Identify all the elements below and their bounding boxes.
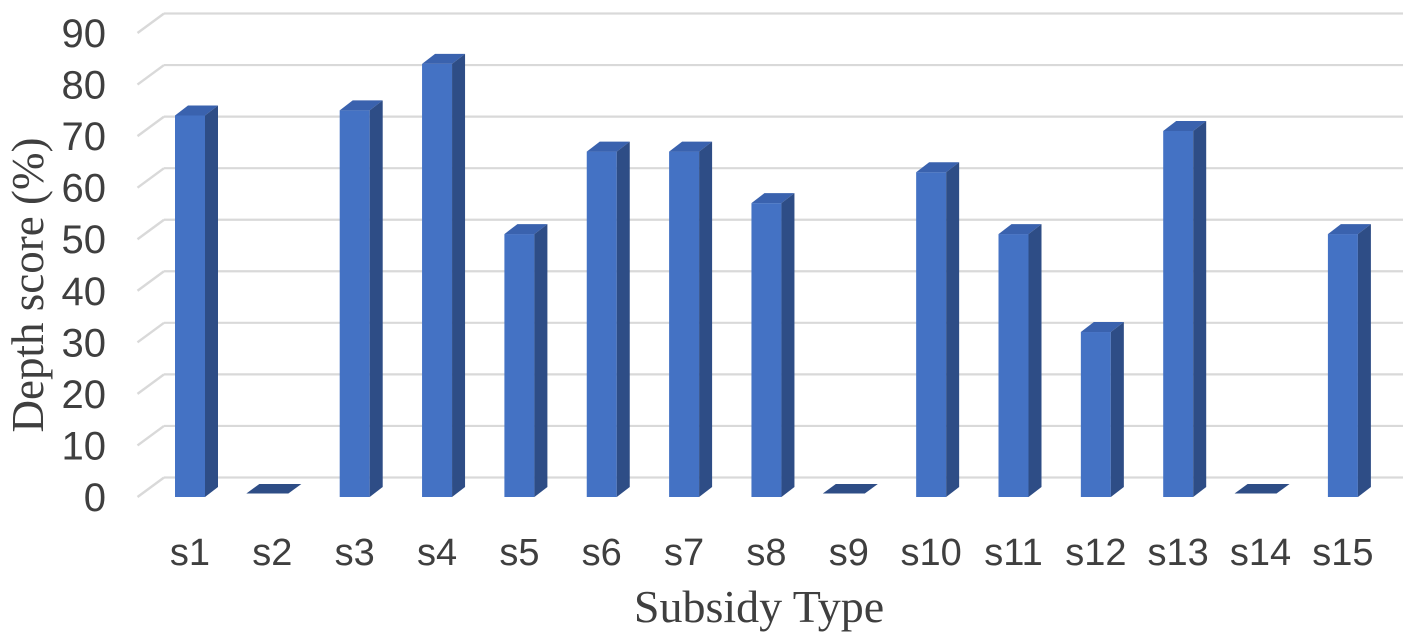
- bar-top-face-s3: [339, 100, 383, 111]
- x-category-label-s14: s14: [1230, 532, 1291, 574]
- bar-s12: [1080, 332, 1111, 497]
- bar-s10: [916, 172, 947, 497]
- bar-side-face-s7: [699, 141, 713, 498]
- tick-diagonal-80: [136, 64, 165, 86]
- y-tick-label-80: 80: [62, 64, 107, 108]
- bar-s3: [339, 110, 370, 497]
- bar-side-face-s4: [452, 53, 466, 497]
- x-category-label-s15: s15: [1312, 532, 1373, 574]
- x-category-label-s8: s8: [746, 532, 786, 574]
- tick-diagonal-10: [136, 424, 165, 447]
- bar-side-face-s10: [946, 162, 960, 497]
- bar-side-face-s12: [1110, 322, 1124, 497]
- tick-diagonal-90: [136, 12, 165, 34]
- bar-top-face-s4: [422, 53, 466, 64]
- y-tick-label-70: 70: [62, 115, 107, 159]
- bar-top-face-s10: [916, 162, 960, 173]
- bar-top-face-s15: [1327, 224, 1371, 235]
- y-tick-label-60: 60: [62, 167, 107, 211]
- y-tick-label-40: 40: [62, 270, 107, 314]
- bar-s15: [1327, 234, 1358, 498]
- bar-top-face-s6: [586, 141, 630, 152]
- x-axis-title: Subsidy Type: [633, 581, 885, 632]
- x-category-label-s6: s6: [582, 532, 622, 574]
- x-category-label-s4: s4: [417, 532, 457, 574]
- x-category-label-s5: s5: [499, 532, 539, 574]
- x-category-label-s1: s1: [170, 532, 210, 574]
- y-tick-label-50: 50: [62, 218, 107, 262]
- bar-s4: [422, 63, 453, 497]
- bar-top-face-s11: [998, 224, 1042, 235]
- bar-side-face-s15: [1357, 224, 1371, 498]
- tick-diagonal-60: [136, 167, 165, 189]
- tick-diagonal-20: [136, 373, 165, 395]
- bar-top-face-s5: [504, 224, 548, 235]
- bar-side-face-s6: [616, 141, 630, 498]
- bar-top-face-s1: [175, 105, 218, 116]
- x-category-label-s11: s11: [984, 532, 1042, 574]
- bar-side-face-s11: [1028, 224, 1042, 498]
- bar-top-face-s13: [1163, 120, 1207, 131]
- bar-s9: [822, 484, 878, 494]
- y-tick-label-10: 10: [62, 424, 107, 468]
- tick-diagonal-50: [136, 218, 165, 241]
- y-tick-label-30: 30: [62, 321, 107, 365]
- tick-diagonal-70: [136, 115, 165, 138]
- bar-side-face-s13: [1193, 120, 1207, 497]
- y-axis-title: Depth score (%): [3, 137, 53, 433]
- bar-s5: [504, 234, 535, 498]
- bar-side-face-s5: [534, 224, 548, 498]
- y-tick-label-90: 90: [62, 12, 107, 56]
- tick-diagonal-40: [136, 270, 165, 292]
- bar-top-face-s12: [1080, 322, 1124, 333]
- bar-s2: [246, 484, 302, 494]
- x-category-label-s7: s7: [664, 532, 704, 574]
- x-category-label-s13: s13: [1148, 532, 1209, 574]
- y-tick-label-20: 20: [62, 373, 107, 417]
- bar-top-face-s7: [669, 141, 713, 152]
- y-tick-label-0: 0: [84, 476, 106, 520]
- bar-s11: [998, 234, 1029, 498]
- bar-s13: [1163, 130, 1194, 497]
- bar-top-face-s8: [751, 193, 795, 204]
- bar-s8: [751, 203, 782, 497]
- bar-s6: [586, 151, 617, 498]
- bar-side-face-s3: [369, 100, 383, 497]
- tick-diagonal-30: [136, 321, 165, 344]
- x-category-label-s2: s2: [252, 532, 292, 574]
- x-category-label-s3: s3: [335, 532, 375, 574]
- bar-s1: [175, 115, 205, 497]
- bar-s14: [1234, 484, 1290, 494]
- x-category-label-s10: s10: [901, 532, 962, 574]
- bar-side-face-s1: [205, 105, 218, 497]
- bar-side-face-s8: [781, 193, 795, 497]
- x-category-label-s9: s9: [829, 532, 869, 574]
- bar-s7: [669, 151, 700, 498]
- tick-diagonal-0: [136, 476, 165, 498]
- x-category-label-s12: s12: [1065, 532, 1126, 574]
